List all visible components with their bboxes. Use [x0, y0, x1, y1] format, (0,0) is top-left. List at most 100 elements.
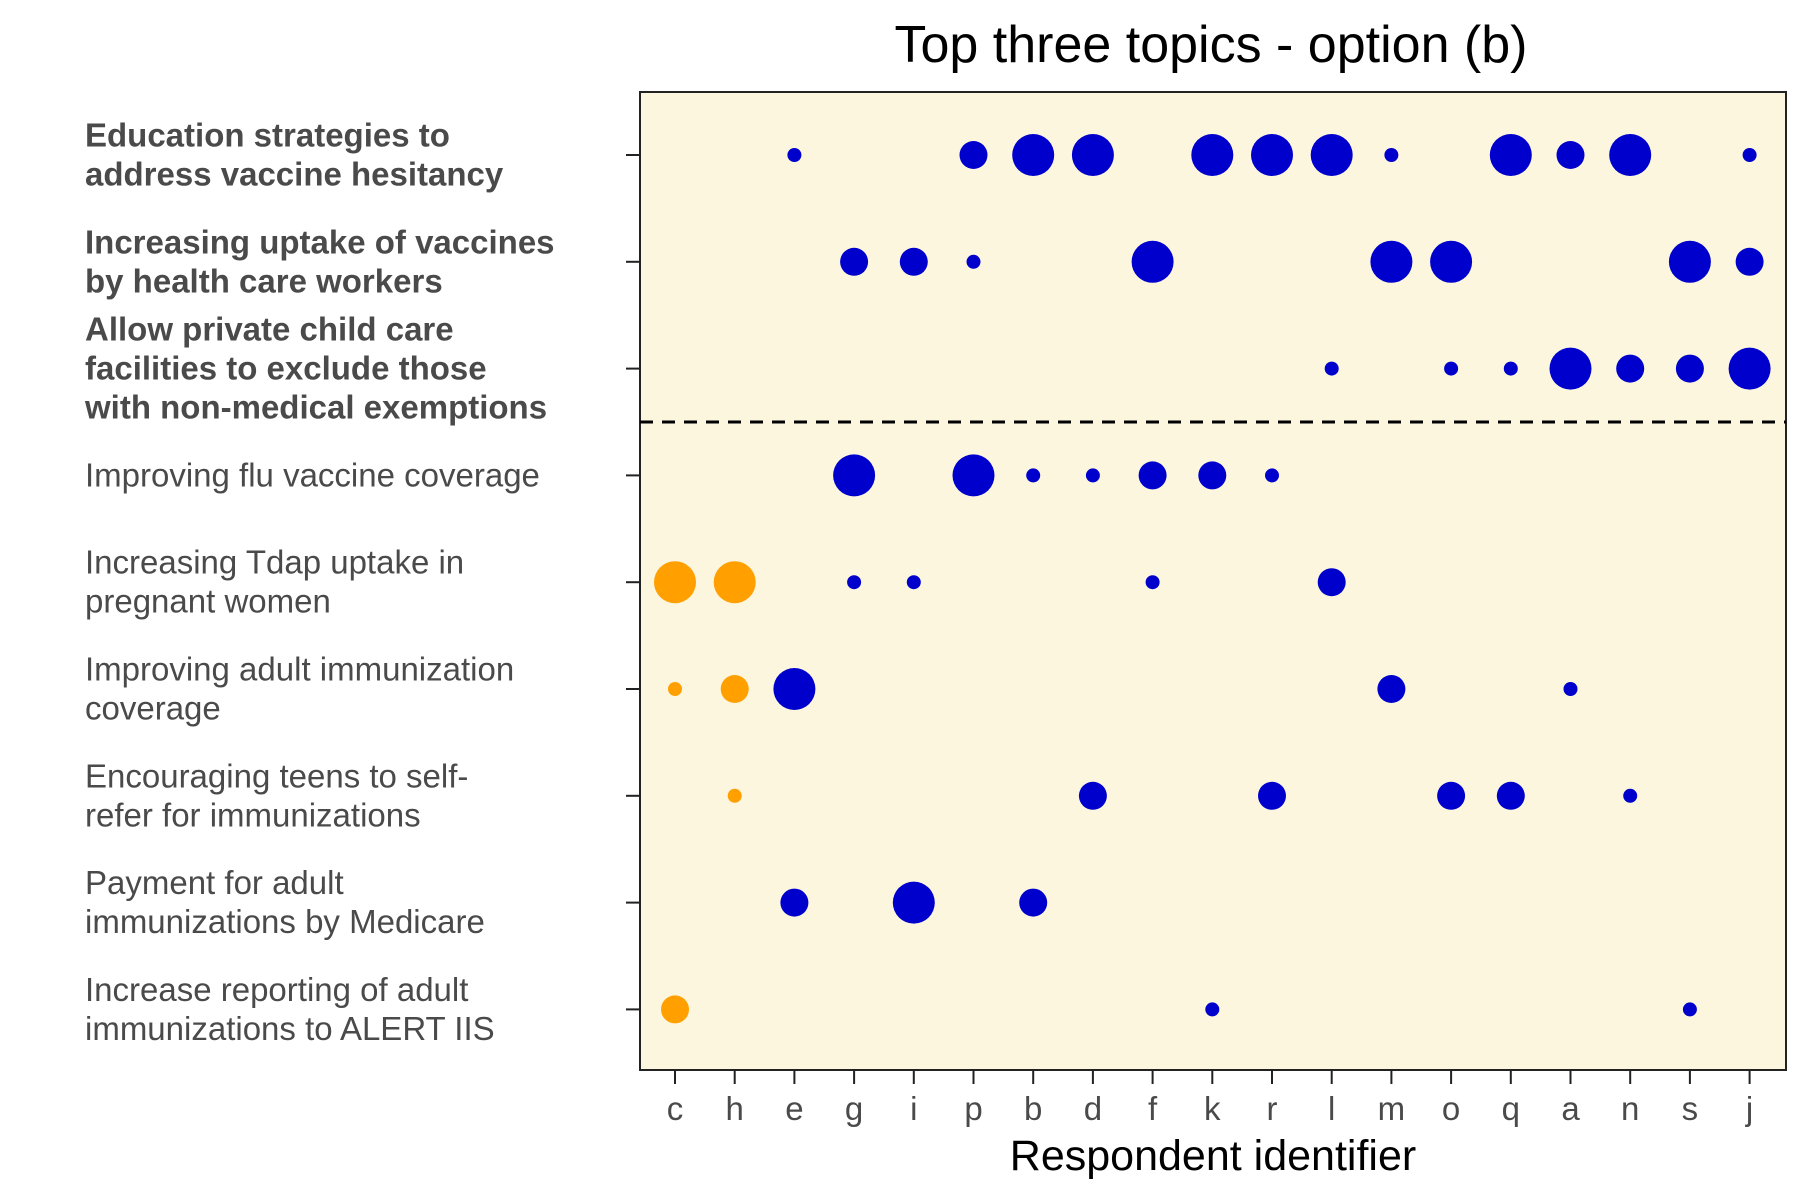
- data-point: [1012, 134, 1055, 176]
- y-tick-label-line: immunizations by Medicare: [85, 903, 485, 940]
- data-point: [1556, 141, 1585, 169]
- y-tick-label: Encouraging teens to self-refer for immu…: [85, 757, 468, 833]
- data-point: [1682, 1002, 1697, 1017]
- data-point: [1728, 347, 1771, 390]
- data-point: [892, 881, 935, 924]
- y-tick-label-line: address vaccine hesitancy: [85, 156, 504, 193]
- data-point: [1191, 134, 1234, 176]
- y-tick-label-line: facilities to exclude those: [85, 350, 487, 387]
- y-tick-label: Improving adult immunization coverage: [85, 651, 514, 727]
- y-tick-label-line: with non-medical exemptions: [84, 389, 547, 426]
- data-point: [1489, 134, 1532, 176]
- data-point: [906, 575, 921, 590]
- data-point: [1078, 781, 1107, 810]
- data-point: [952, 454, 995, 497]
- data-point: [1145, 575, 1160, 590]
- data-point: [661, 995, 689, 1024]
- data-point: [1675, 354, 1704, 383]
- x-tick-label: f: [1148, 1090, 1158, 1127]
- data-point: [1317, 568, 1346, 597]
- y-tick-label: Education strategies to address vaccine h…: [85, 117, 504, 193]
- data-point: [959, 141, 988, 169]
- data-point: [1265, 468, 1279, 483]
- x-tick-label: o: [1442, 1090, 1460, 1127]
- y-tick-label-line: Improving adult immunization: [85, 651, 514, 688]
- data-point: [1019, 888, 1048, 917]
- data-point: [1258, 781, 1286, 810]
- data-point: [847, 575, 862, 590]
- data-point: [1616, 354, 1645, 383]
- x-tick-label: p: [964, 1090, 982, 1127]
- data-point: [1138, 461, 1167, 490]
- data-point: [1085, 468, 1100, 483]
- data-point: [720, 675, 749, 703]
- plot-panel: [639, 91, 1787, 1071]
- x-tick-label: n: [1621, 1090, 1639, 1127]
- data-point: [713, 561, 756, 604]
- y-tick-label-line: Improving flu vaccine coverage: [85, 456, 540, 493]
- data-point: [840, 247, 869, 276]
- y-tick-label: Improving flu vaccine coverage: [85, 456, 540, 493]
- y-tick-label-line: pregnant women: [85, 583, 331, 620]
- x-tick-label: q: [1502, 1090, 1520, 1127]
- data-point: [1503, 361, 1518, 376]
- data-point: [966, 254, 981, 269]
- x-tick-label: r: [1267, 1090, 1278, 1127]
- data-point: [773, 668, 816, 710]
- x-tick-label: i: [910, 1090, 917, 1127]
- x-tick-label: e: [785, 1090, 803, 1127]
- x-tick-label: s: [1682, 1090, 1699, 1127]
- data-point: [899, 247, 928, 276]
- x-axis-title: Respondent identifier: [1010, 1132, 1416, 1180]
- x-tick-label: g: [845, 1090, 863, 1127]
- x-tick-label: m: [1378, 1090, 1406, 1127]
- data-point: [1742, 148, 1757, 162]
- x-tick-label: d: [1084, 1090, 1102, 1127]
- y-tick-label: Increase reporting of adult immunizations…: [85, 971, 495, 1047]
- y-tick-label-line: refer for immunizations: [85, 796, 421, 833]
- data-point: [1444, 361, 1459, 376]
- data-point: [780, 888, 809, 917]
- data-point: [1496, 781, 1525, 810]
- data-point: [668, 682, 682, 696]
- data-point: [1131, 240, 1174, 283]
- chart-title: Top three topics - option (b): [895, 16, 1528, 74]
- data-point: [727, 788, 742, 803]
- data-point: [1026, 468, 1041, 483]
- y-tick-label-line: by health care workers: [85, 262, 443, 299]
- y-ticks: [626, 154, 640, 1011]
- y-tick-label-line: immunizations to ALERT IIS: [85, 1010, 495, 1047]
- y-tick-label-line: Payment for adult: [85, 864, 344, 901]
- data-point: [1251, 134, 1293, 176]
- data-point: [1370, 240, 1413, 283]
- x-tick-label: b: [1024, 1090, 1042, 1127]
- y-tick-label: Increasing Tdap uptake in pregnant women: [85, 544, 464, 620]
- data-point: [787, 148, 802, 162]
- y-tick-label: Allow private child care facilities to ex…: [84, 311, 547, 426]
- data-point: [1437, 781, 1466, 810]
- y-tick-label-line: Allow private child care: [85, 311, 454, 348]
- x-tick-label: h: [726, 1090, 744, 1127]
- data-point: [1324, 361, 1339, 376]
- data-point: [1563, 682, 1578, 696]
- data-point: [1668, 240, 1711, 283]
- y-tick-label-line: Increase reporting of adult: [85, 971, 468, 1008]
- x-tick-label: l: [1328, 1090, 1335, 1127]
- data-point: [1198, 461, 1227, 490]
- data-point: [1310, 134, 1353, 176]
- data-point: [1205, 1002, 1220, 1017]
- data-point: [1549, 347, 1592, 390]
- data-point: [654, 561, 696, 604]
- y-tick-label: Increasing uptake of vaccines by health c…: [85, 223, 555, 299]
- data-point: [1384, 148, 1399, 162]
- x-tick-label: j: [1745, 1090, 1753, 1127]
- data-points: [654, 134, 1771, 1024]
- data-point: [1609, 134, 1652, 176]
- x-tick-label: a: [1561, 1090, 1580, 1127]
- data-point: [1735, 247, 1764, 276]
- row-labels: Education strategies to address vaccine h…: [84, 117, 555, 1047]
- x-tick-label: k: [1204, 1090, 1221, 1127]
- y-tick-label-line: Education strategies to: [85, 117, 450, 154]
